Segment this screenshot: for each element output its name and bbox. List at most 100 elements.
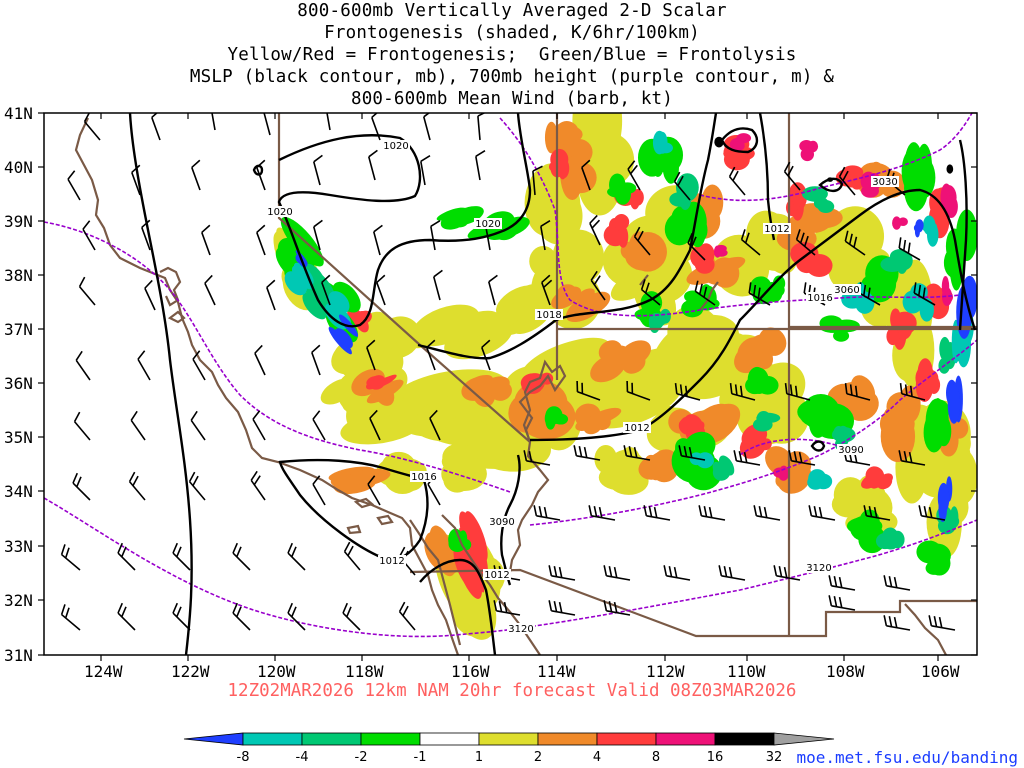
shade-cell: [715, 248, 728, 257]
shade-cell: [652, 314, 740, 385]
shade-cell: [943, 291, 954, 303]
wind-barb: [232, 602, 251, 631]
shade-cell: [833, 425, 845, 441]
lon-label: 118W: [345, 662, 384, 681]
wind-barb: [420, 155, 431, 186]
title-line-4: MSLP (black contour, mb), 700mb height (…: [189, 67, 835, 87]
wind-barb: [828, 575, 856, 591]
shade-cell: [792, 187, 803, 208]
shade-cell: [459, 511, 488, 578]
shade-cell: [654, 315, 666, 326]
wind-barb: [78, 276, 96, 306]
colorbar-segment: [478, 732, 539, 746]
shade-cell: [341, 468, 391, 487]
colorbar-label: 8: [652, 750, 660, 765]
shade-cell: [777, 467, 789, 481]
colorbar-label: 4: [593, 750, 601, 765]
wind-barb: [627, 160, 641, 191]
shade-cell: [651, 449, 679, 476]
wind-barb: [783, 161, 801, 191]
mslp-label: 1012: [484, 570, 509, 581]
wind-barb: [398, 601, 416, 631]
shade-cell: [937, 482, 950, 514]
wind-barb: [75, 350, 91, 381]
wind-barb: [287, 602, 306, 631]
height-label-bg: [837, 444, 865, 455]
wind-barb: [588, 505, 616, 521]
wind-barb: [898, 237, 921, 261]
shade-cell: [302, 292, 327, 320]
shade-cell: [586, 407, 622, 426]
shade-cell: [369, 375, 386, 390]
shade-cell: [551, 286, 582, 309]
mslp-label-bg: [483, 569, 511, 580]
wind-barb: [603, 600, 631, 616]
wind-barb: [373, 224, 383, 256]
shade-cell: [558, 159, 568, 180]
shade-cell: [817, 200, 835, 214]
wind-barb: [663, 565, 691, 581]
shade-cell: [521, 337, 611, 383]
wind-barb: [82, 220, 96, 251]
wind-barb: [883, 615, 911, 631]
wind-barb: [232, 542, 251, 571]
lat-label: 36N: [4, 374, 33, 393]
lon-label: 108W: [826, 662, 865, 681]
wind-barb: [376, 274, 386, 306]
wind-barb: [863, 505, 891, 521]
wind-barb: [753, 505, 781, 521]
wind-barb: [430, 220, 441, 251]
lat-label: 33N: [4, 537, 33, 556]
height-label: 3030: [872, 177, 897, 188]
shade-cell: [828, 247, 869, 292]
height-label: 3120: [806, 563, 831, 574]
shade-cell: [919, 298, 934, 322]
shade-cell: [886, 327, 900, 346]
wind-barb: [899, 382, 926, 401]
wind-barb: [312, 475, 326, 506]
lat-label: 41N: [4, 104, 33, 123]
height-label-bg: [507, 623, 535, 634]
wind-barb: [172, 542, 191, 571]
wind-barb: [475, 150, 486, 181]
mslp-label-bg: [382, 140, 410, 151]
shade-cell: [890, 530, 905, 549]
wind-barb: [623, 445, 651, 461]
height-label: 3090: [838, 445, 863, 456]
shade-cell: [923, 412, 945, 453]
credit-url[interactable]: moe.met.fsu.edu/banding: [796, 748, 1018, 767]
wind-barb: [576, 381, 601, 401]
shade-cell: [679, 178, 691, 201]
wind-barb: [838, 166, 856, 196]
wind-barb: [773, 565, 801, 581]
wind-barb: [191, 159, 201, 191]
shade-cell: [922, 215, 936, 236]
colorbar-left-arrow: [183, 732, 244, 746]
wind-barb: [844, 382, 871, 401]
wind-barb: [532, 165, 543, 196]
wind-barb: [131, 164, 141, 196]
shade-cell: [863, 482, 886, 510]
wind-barb: [523, 450, 551, 466]
shade-cell: [614, 183, 631, 205]
mslp-label-bg: [378, 555, 406, 566]
shade-cell: [790, 241, 819, 266]
lon-label: 120W: [257, 662, 296, 681]
wind-barb: [367, 475, 381, 506]
wind-barbs: [60, 113, 956, 631]
shade-cell: [710, 257, 740, 288]
wind-barb: [694, 280, 716, 306]
shade-cell: [671, 205, 694, 230]
mslp-label: 1020: [267, 207, 292, 218]
wind-barb: [72, 472, 91, 501]
shade-cell: [443, 466, 472, 493]
height-label: 3090: [489, 517, 514, 528]
shade-cell: [893, 216, 900, 225]
wind-barb: [342, 602, 361, 631]
title-line-3: Yellow/Red = Frontogenesis; Green/Blue =…: [227, 45, 797, 65]
wind-barb: [918, 505, 946, 521]
mslp-label: 1018: [536, 310, 561, 321]
wind-barb: [141, 219, 151, 251]
lat-label: 34N: [4, 482, 33, 501]
colorbar-label: 2: [534, 750, 542, 765]
